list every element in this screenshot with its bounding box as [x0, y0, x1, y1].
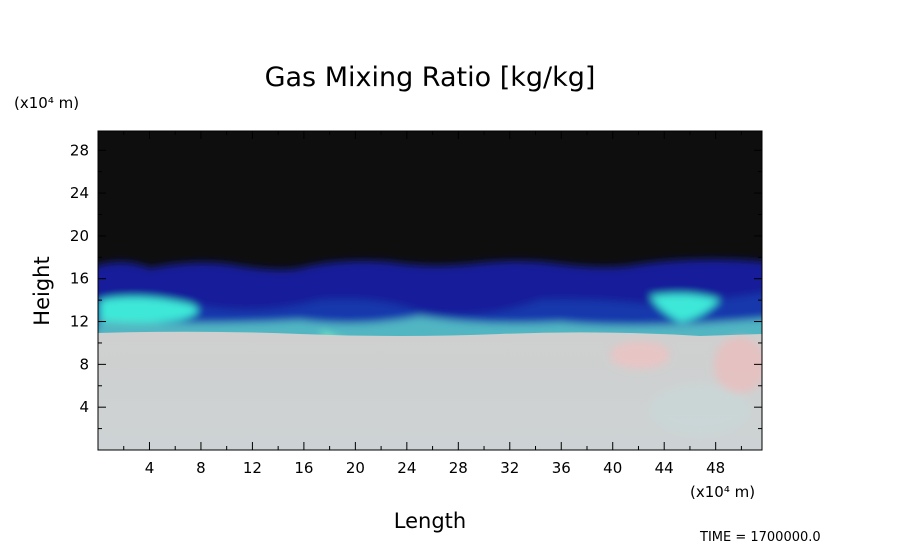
chart-title: Gas Mixing Ratio [kg/kg]: [265, 62, 596, 93]
x-tick-label: 20: [346, 459, 365, 477]
field-image: [98, 131, 762, 450]
y-axis-title: Height: [30, 256, 54, 325]
y-tick-label: 8: [79, 355, 89, 373]
y-tick-label: 16: [70, 270, 89, 288]
x-tick-label: 16: [294, 459, 313, 477]
x-axis-title: Length: [394, 509, 466, 533]
y-tick-label: 4: [79, 398, 89, 416]
x-tick-label: 44: [655, 459, 674, 477]
x-tick-label: 4: [145, 459, 155, 477]
x-tick-label: 8: [196, 459, 206, 477]
x-tick-label: 24: [397, 459, 416, 477]
y-tick-label: 24: [70, 184, 89, 202]
y-tick-label: 12: [70, 313, 89, 331]
x-tick-label: 12: [243, 459, 262, 477]
x-unit: (x10⁴ m): [690, 483, 755, 501]
x-tick-label: 40: [603, 459, 622, 477]
x-tick-label: 28: [449, 459, 468, 477]
x-tick-label: 36: [552, 459, 571, 477]
x-tick-label: 32: [500, 459, 519, 477]
y-unit: (x10⁴ m): [14, 94, 79, 112]
plot-frame: [97, 130, 763, 451]
y-tick-label: 28: [70, 141, 89, 159]
y-tick-label: 20: [70, 227, 89, 245]
time-label: TIME = 1700000.0: [699, 530, 821, 544]
x-tick-label: 48: [706, 459, 725, 477]
